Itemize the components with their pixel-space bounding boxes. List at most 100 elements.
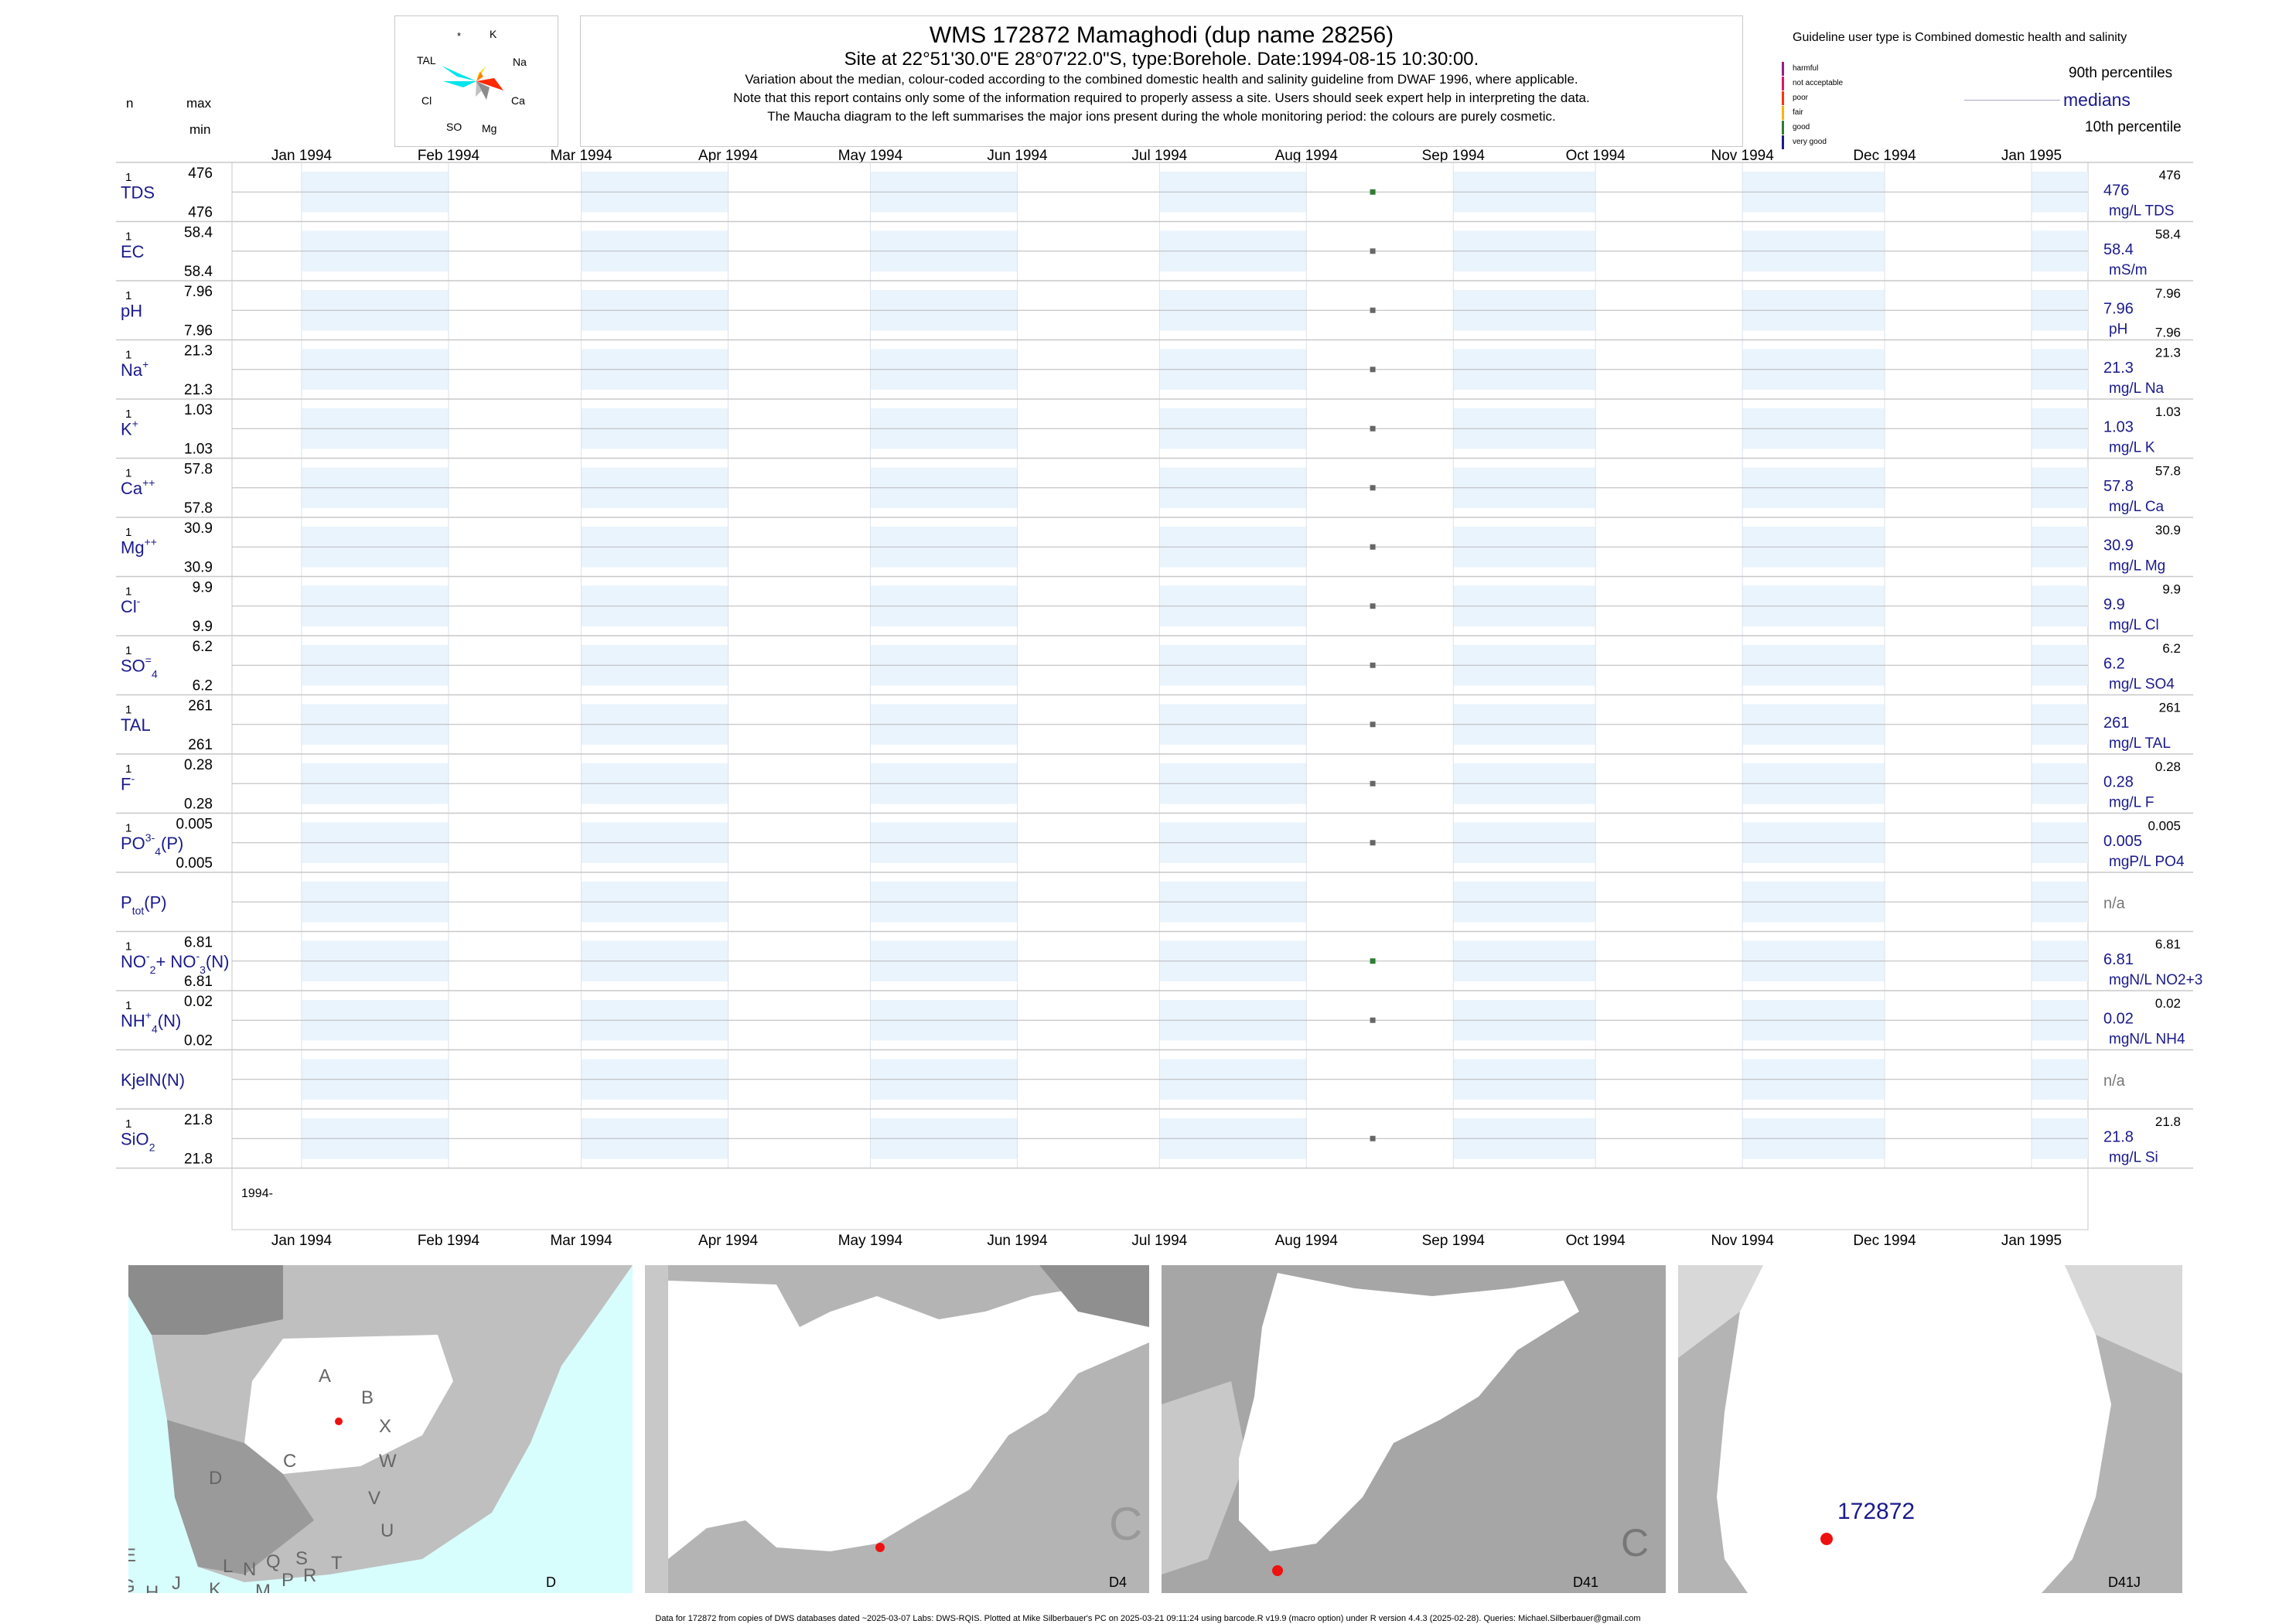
row-median-value: 6.2: [2103, 655, 2125, 672]
row-count: 1: [125, 644, 131, 657]
map-region-letter: V: [368, 1488, 381, 1509]
title-box: WMS 172872 Mamaghodi (dup name 28256) Si…: [580, 15, 1743, 147]
month-label-top: Jan 1994: [271, 148, 333, 164]
row-right-max: 0.28: [2155, 759, 2181, 774]
month-label-top: Sep 1994: [1422, 148, 1486, 164]
map-region-letter: A: [319, 1366, 332, 1387]
month-label-top: Oct 1994: [1566, 148, 1626, 164]
map-d41j: 172872 D41J: [1678, 1265, 2182, 1593]
row-unit: mg/L TDS: [2109, 203, 2174, 219]
data-point: [1370, 958, 1376, 964]
map-region-letter: Q: [266, 1551, 281, 1572]
month-label-top: Jun 1994: [987, 148, 1048, 164]
page-title: WMS 172872 Mamaghodi (dup name 28256): [929, 22, 1394, 48]
row-parameter-label: F-: [121, 772, 135, 793]
row-parameter-label: Na+: [121, 358, 148, 380]
map-d4-svg: [645, 1265, 1149, 1593]
row-max: 6.81: [184, 935, 213, 951]
header-max: max: [186, 96, 212, 111]
map-region-letter: B: [361, 1387, 374, 1408]
legend-swatch: [1782, 135, 1784, 149]
row-parameter-label: SO=4: [121, 653, 158, 680]
row-min: 0.02: [184, 1033, 213, 1049]
row-parameter-label: KjelN(N): [121, 1070, 185, 1090]
row-unit: mg/L TAL: [2109, 735, 2171, 752]
row-count: 1: [125, 1117, 131, 1131]
row-min: 21.8: [184, 1151, 213, 1168]
row-max: 1.03: [184, 402, 213, 418]
data-point: [1370, 425, 1376, 432]
legend-p90-label: 90th percentiles: [2069, 65, 2173, 81]
map-d41j-nw-region: [1678, 1265, 1763, 1358]
map-region-letter: G: [128, 1576, 135, 1593]
row-right-max: 6.2: [2162, 641, 2181, 656]
map-region-letter: M: [255, 1581, 271, 1593]
data-point: [1370, 1017, 1376, 1023]
row-count: 1: [125, 585, 131, 599]
row-parameter-label: TAL: [121, 715, 151, 735]
row-right-max: 58.4: [2155, 227, 2181, 242]
site-subtitle: Site at 22°51'30.0"E 28°07'22.0"S, type:…: [844, 49, 1479, 70]
map-south-africa-svg: [128, 1265, 633, 1582]
maucha-diagram: * K Na Ca Mg SO Cl TAL: [394, 15, 558, 147]
row-right-max: 476: [2159, 168, 2181, 183]
map-d41j-label: D41J: [2108, 1575, 2141, 1590]
row-right-max: 6.81: [2155, 937, 2181, 952]
month-label-bottom: Jun 1994: [987, 1233, 1048, 1249]
row-right-max: 0.02: [2155, 996, 2181, 1011]
row-parameter-label: pH: [121, 301, 142, 320]
map-region-letter: C: [283, 1451, 297, 1472]
row-count: 1: [125, 467, 131, 480]
map-region-letter: D: [209, 1468, 223, 1489]
data-point: [1370, 485, 1376, 491]
row-right-max: 30.9: [2155, 523, 2181, 537]
map-region-letter: L: [223, 1556, 234, 1577]
map-region-letter: T: [331, 1553, 343, 1574]
month-label-bottom: Oct 1994: [1566, 1233, 1626, 1249]
row-min: 0.28: [184, 797, 213, 813]
row-median-value: 0.02: [2103, 1010, 2134, 1027]
month-label-bottom: Dec 1994: [1853, 1233, 1916, 1249]
row-unit: mg/L Cl: [2109, 617, 2159, 633]
legend-category-label: fair: [1793, 108, 1803, 117]
row-right-max: 261: [2159, 701, 2181, 715]
month-label-top: Feb 1994: [418, 148, 480, 164]
row-unit: mgN/L NH4: [2109, 1031, 2185, 1047]
maucha-label-star: *: [457, 30, 461, 42]
month-label-top: Mar 1994: [550, 148, 612, 164]
data-point: [1370, 603, 1376, 609]
map-d4-label: D4: [1109, 1575, 1128, 1590]
maucha-tal-segment: [442, 66, 476, 81]
data-point: [1370, 248, 1376, 254]
row-count: 1: [125, 349, 131, 362]
row-count: 1: [125, 171, 131, 184]
row-median-value: 9.9: [2103, 596, 2125, 613]
legend-median-line: [1964, 100, 2060, 101]
row-parameter-label: TDS: [121, 183, 155, 202]
row-unit: mg/L Mg: [2109, 558, 2165, 574]
row-median-value: 21.3: [2103, 360, 2134, 377]
map-d41j-site-marker: [1820, 1533, 1833, 1545]
header-n: n: [126, 96, 134, 111]
row-parameter-label: SiO2: [121, 1129, 155, 1153]
map-region-letter: X: [379, 1416, 392, 1437]
maucha-svg: * K Na Ca Mg SO Cl TAL: [417, 28, 527, 135]
month-label-top: May 1994: [838, 148, 903, 164]
row-min: 7.96: [184, 323, 213, 339]
legend-category-label: good: [1793, 123, 1810, 131]
row-median-na: n/a: [2103, 895, 2126, 912]
map-region-letter: W: [379, 1451, 397, 1472]
legend-medians-label: medians: [2063, 90, 2131, 110]
legend-category-label: poor: [1793, 94, 1809, 102]
row-count: 1: [125, 289, 131, 302]
row-min: 58.4: [184, 264, 213, 280]
row-count: 1: [125, 940, 131, 954]
month-label-bottom: Nov 1994: [1711, 1233, 1774, 1249]
maucha-so4-segment: [476, 81, 482, 97]
row-median-value: 6.81: [2103, 951, 2134, 968]
legend-title: Guideline user type is Combined domestic…: [1793, 31, 2127, 44]
month-label-top: Aug 1994: [1275, 148, 1339, 164]
row-right-max: 1.03: [2155, 404, 2181, 419]
row-min: 57.8: [184, 500, 213, 517]
note-line-1: Variation about the median, colour-coded…: [745, 72, 1578, 87]
